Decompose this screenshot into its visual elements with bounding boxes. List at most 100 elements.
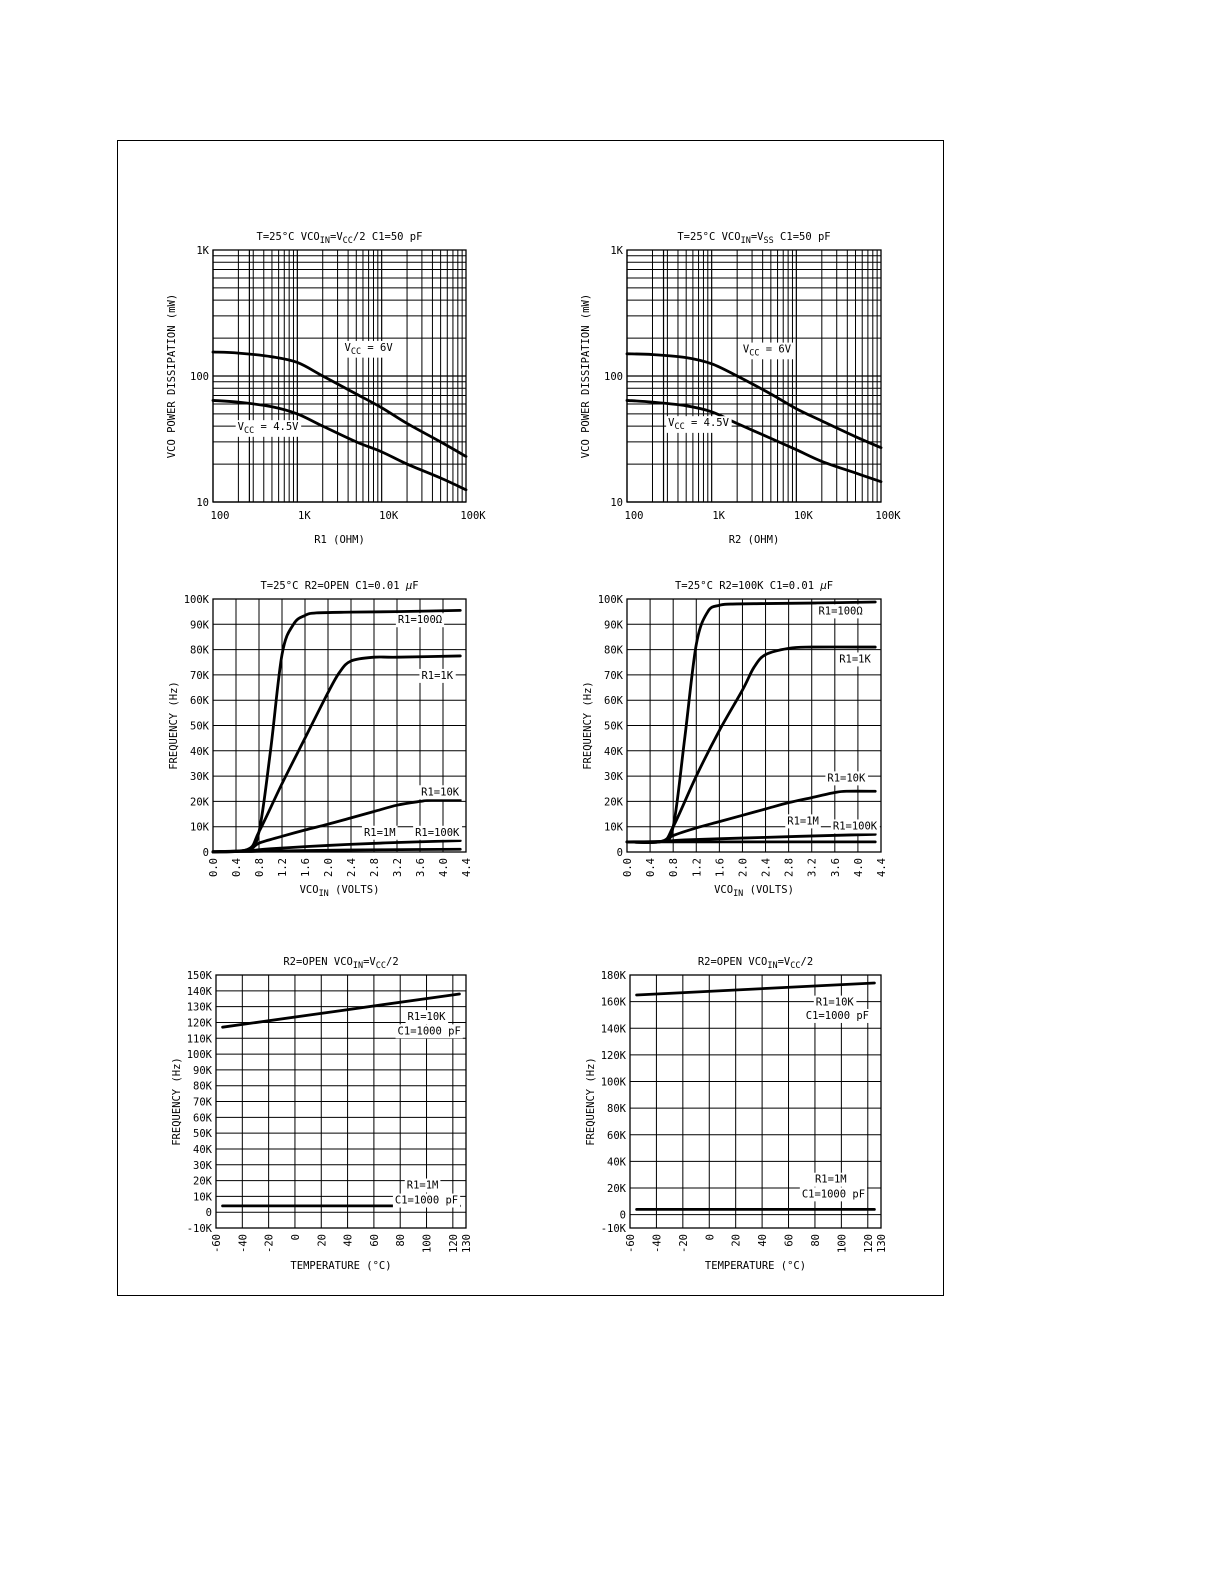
gridlines [626, 250, 881, 503]
y-tick-label: 140K [601, 1023, 627, 1035]
y-tick-label: 20K [607, 1183, 627, 1195]
x-axis-label: R1 (OHM) [314, 534, 365, 546]
x-tick-label: 4.4 [876, 858, 888, 877]
y-tick-label: 50K [604, 721, 624, 733]
plot-border [626, 249, 882, 503]
series-r1-10k-c1-1000-pf [221, 992, 461, 1029]
x-tick-label: 100 [836, 1234, 848, 1253]
series-label: C1=1000 pF [398, 1025, 461, 1037]
series-r1-100 [625, 600, 877, 845]
x-tick-label: 3.6 [830, 858, 842, 877]
x-tick-label: -40 [651, 1234, 663, 1253]
x-tick-label: -60 [625, 1234, 637, 1253]
series-label: R1=1M [815, 1174, 847, 1186]
series-label: VCC = 6V [345, 342, 394, 357]
chart-title: R2=OPEN VCOIN=VCC/2 [698, 956, 813, 971]
x-axis-label: TEMPERATURE (°C) [290, 1260, 391, 1272]
y-tick-label: 120K [601, 1050, 627, 1062]
series-label: C1=1000 pF [395, 1195, 458, 1207]
y-tick-label: 70K [193, 1097, 213, 1109]
y-tick-label: 100K [187, 1049, 213, 1061]
x-tick-label: 1.2 [691, 858, 703, 877]
series-label-background [395, 613, 445, 628]
x-axis-label: VCOIN (VOLTS) [714, 884, 794, 899]
y-tick-label: 50K [193, 1128, 213, 1140]
x-tick-label: 2.8 [784, 858, 796, 877]
y-tick-label: 20K [190, 796, 210, 808]
y-tick-label: 60K [193, 1112, 213, 1124]
y-tick-label: 30K [190, 771, 210, 783]
y-tick-label: 90K [604, 619, 624, 631]
series-label-background [419, 668, 456, 683]
y-tick-label: 60K [604, 695, 624, 707]
x-tick-label: 130 [461, 1234, 473, 1253]
y-tick-label: 20K [193, 1176, 213, 1188]
plot-border [212, 598, 467, 853]
series-label-background [825, 771, 869, 786]
x-tick-label: -40 [237, 1234, 249, 1253]
chart-title: T=25°C VCOIN=VSS C1=50 pF [677, 231, 830, 246]
x-tick-label: 1.2 [277, 858, 289, 877]
series-label-background [666, 416, 732, 433]
y-tick-label: 50K [190, 721, 210, 733]
y-tick-label: 120K [187, 1017, 213, 1029]
series-label: VCC = 4.5V [238, 421, 300, 436]
series-label-background [830, 819, 880, 834]
y-axis-label: VCO POWER DISSIPATION (mW) [580, 294, 592, 458]
chart-p4: 0 10K 20K 30K 40K 50K 60K 70K 80K 90K 100K 0.0 0.4 0.… [582, 580, 888, 899]
series-label: R1=100Ω [398, 614, 442, 626]
x-tick-label: -60 [211, 1234, 223, 1253]
series-v-cc-4-5v [625, 399, 883, 484]
y-tick-label: 30K [604, 771, 624, 783]
series-label: VCC = 6V [743, 344, 792, 359]
x-tick-label: 0.8 [668, 858, 680, 877]
y-tick-label: 80K [193, 1081, 213, 1093]
x-tick-label: 120 [448, 1234, 460, 1253]
series-label: VCC = 4.5V [668, 417, 730, 432]
gridlines [212, 250, 466, 503]
y-tick-label: 100K [598, 594, 624, 606]
x-axis-label: VCOIN (VOLTS) [300, 884, 380, 899]
y-tick-label: 180K [601, 970, 627, 982]
gridlines [626, 598, 882, 853]
x-tick-label: 80 [395, 1234, 407, 1247]
y-tick-label: 10 [610, 497, 623, 509]
series-label: R1=100K [833, 820, 878, 832]
series-v-cc-6v [211, 350, 468, 458]
y-tick-label: 140K [187, 986, 213, 998]
series-label-background [235, 420, 302, 437]
series-label: C1=1000 pF [802, 1188, 865, 1200]
x-tick-label: 2.0 [323, 858, 335, 877]
x-tick-label: 4.0 [438, 858, 450, 877]
x-tick-label: 4.0 [853, 858, 865, 877]
series-label-background [816, 604, 865, 619]
y-tick-label: 80K [604, 645, 624, 657]
y-tick-label: 0 [620, 1210, 626, 1222]
series-label: R1=10K [421, 786, 460, 798]
y-tick-label: 40K [193, 1144, 213, 1156]
x-tick-label: 3.2 [807, 858, 819, 877]
y-tick-label: 10K [193, 1191, 213, 1203]
x-tick-label: 1.6 [300, 858, 312, 877]
y-axis-label: FREQUENCY (Hz) [582, 681, 594, 770]
y-tick-label: 90K [190, 619, 210, 631]
series-r1-10k [211, 798, 462, 854]
chart-p3: 0 10K 20K 30K 40K 50K 60K 70K 80K 90K 100K 0.0 0.4 0.… [168, 580, 473, 899]
x-tick-label: 20 [731, 1234, 743, 1247]
series-label-background [419, 785, 462, 800]
chart-p5: -10K 0 10K 20K 30K 40K 50K 60K 70K 80K 90K 100K 110K… [171, 956, 473, 1272]
y-tick-label: -10K [601, 1223, 627, 1235]
series-label: R1=10K [408, 1011, 447, 1023]
y-tick-label: 30K [193, 1160, 213, 1172]
x-tick-label: 4.4 [461, 858, 473, 877]
y-axis-label: VCO POWER DISSIPATION (mW) [166, 294, 178, 458]
x-tick-label: 2.0 [737, 858, 749, 877]
y-tick-label: 0 [203, 847, 209, 859]
y-tick-label: 1K [610, 245, 623, 257]
x-tick-label: 40 [757, 1234, 769, 1247]
series-label-background [413, 825, 463, 840]
x-tick-label: 0.0 [622, 858, 634, 877]
x-tick-label: 3.2 [392, 858, 404, 877]
y-tick-label: 40K [604, 746, 624, 758]
